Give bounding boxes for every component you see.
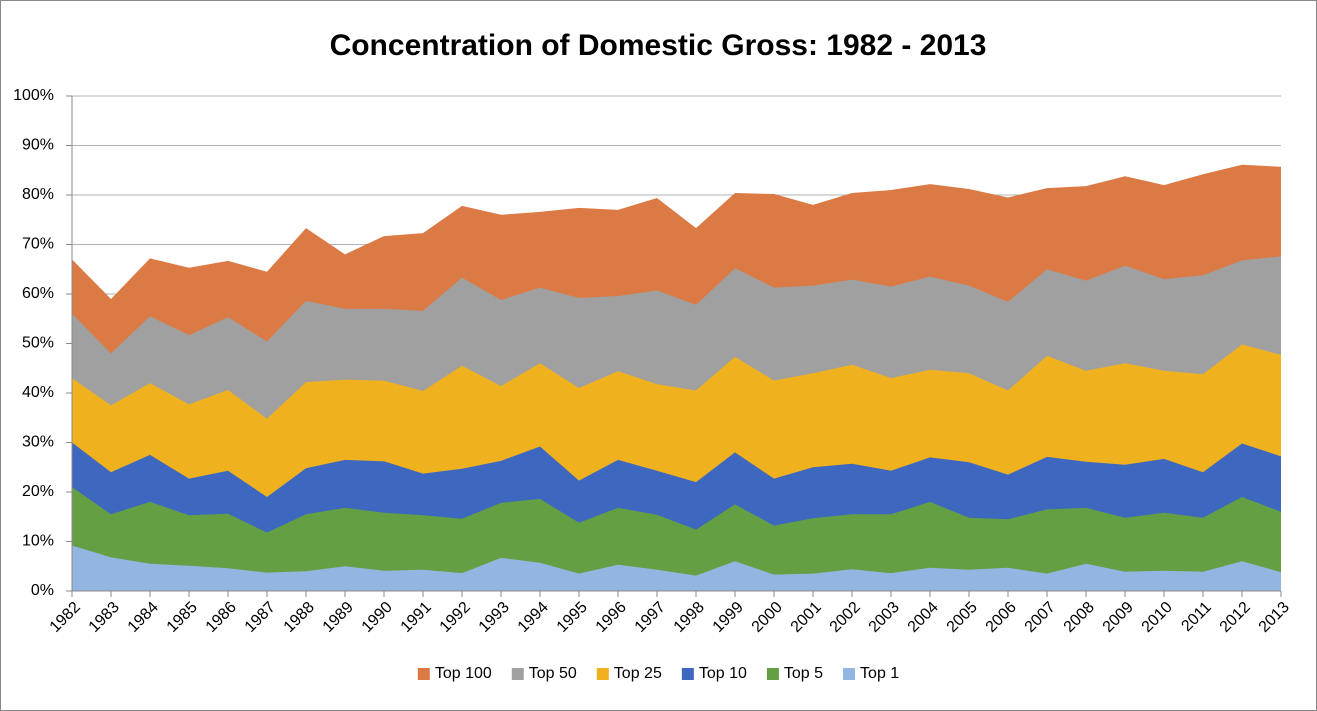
legend-label: Top 10: [699, 665, 747, 682]
y-tick-label: 10%: [22, 533, 54, 550]
area: [72, 487, 1281, 591]
legend-swatch: [511, 668, 524, 680]
y-tick-label: 0%: [31, 582, 54, 599]
y-tick-label: 100%: [13, 87, 54, 104]
legend-swatch: [681, 668, 694, 680]
legend-swatch: [596, 668, 609, 680]
y-tick-label: 80%: [22, 186, 54, 203]
chart-title: Concentration of Domestic Gross: 1982 - …: [330, 29, 987, 62]
y-tick-label: 70%: [22, 236, 54, 253]
legend-label: Top 25: [614, 665, 662, 682]
legend-swatch: [843, 668, 856, 680]
legend-label: Top 100: [435, 665, 492, 682]
legend-swatch: [417, 668, 430, 680]
y-tick-label: 60%: [22, 285, 54, 302]
legend-label: Top 50: [529, 665, 577, 682]
y-tick-label: 40%: [22, 384, 54, 401]
y-tick-label: 90%: [22, 137, 54, 154]
y-tick-label: 50%: [22, 335, 54, 352]
legend-swatch: [766, 668, 779, 680]
legend-label: Top 5: [784, 665, 823, 682]
y-tick-label: 30%: [22, 434, 54, 451]
y-tick-label: 20%: [22, 483, 54, 500]
legend-label: Top 1: [860, 665, 899, 682]
area: [72, 545, 1281, 591]
